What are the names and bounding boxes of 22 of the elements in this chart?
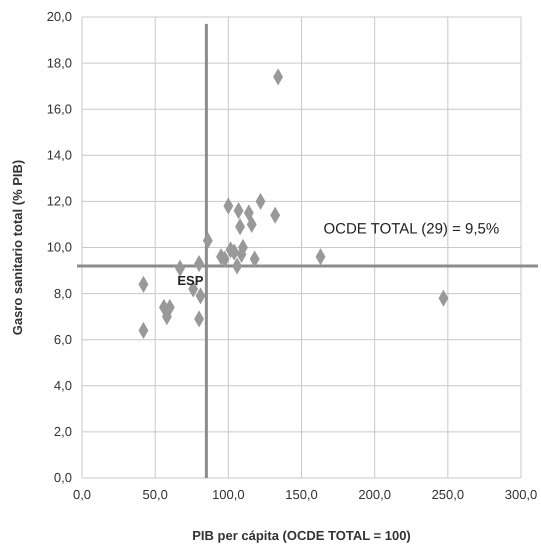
y-tick-label: 14,0: [46, 147, 72, 162]
x-tick-label: 50,0: [142, 487, 168, 502]
x-tick-label: 300,0: [504, 487, 538, 502]
y-tick-label: 12,0: [46, 194, 72, 209]
y-tick-label: 4,0: [54, 378, 72, 393]
x-axis-title: PIB per cápita (OCDE TOTAL = 100): [192, 528, 411, 543]
y-tick-label: 2,0: [54, 424, 72, 440]
x-tick-label: 200,0: [358, 487, 391, 502]
y-tick-label: 8,0: [54, 286, 72, 301]
y-tick-label: 16,0: [46, 101, 72, 116]
y-axis-title: Gasro sanitario total (% PIB): [10, 160, 25, 336]
x-tick-label: 100,0: [212, 487, 245, 502]
annotation: OCDE TOTAL (29) = 9,5%: [323, 220, 500, 238]
y-tick-label: 10,0: [46, 240, 72, 255]
annotation: ESP: [177, 272, 204, 288]
x-tick-label: 0,0: [72, 487, 92, 502]
y-tick-label: 18,0: [46, 55, 72, 70]
y-tick-label: 6,0: [54, 332, 72, 347]
x-tick-label: 150,0: [285, 487, 318, 502]
x-tick-label: 250,0: [432, 487, 464, 502]
y-tick-label: 0,0: [54, 470, 72, 486]
y-tick-label: 20,0: [46, 9, 72, 24]
